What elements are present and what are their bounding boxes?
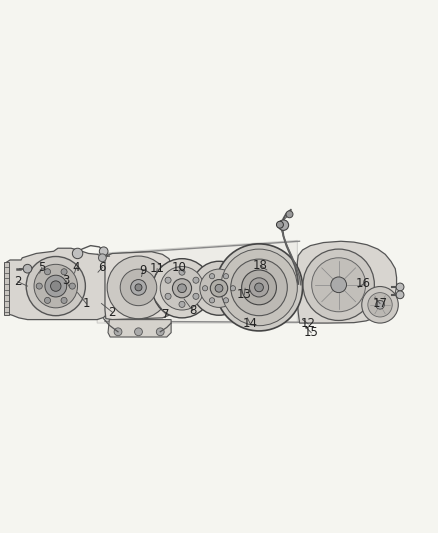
Circle shape (209, 273, 215, 279)
Circle shape (362, 287, 398, 323)
Text: 14: 14 (243, 318, 258, 330)
Text: 2: 2 (14, 275, 21, 288)
Circle shape (223, 298, 229, 303)
Circle shape (209, 298, 215, 303)
Circle shape (230, 286, 236, 291)
Polygon shape (4, 262, 9, 315)
Polygon shape (97, 240, 297, 323)
Circle shape (45, 269, 50, 275)
Text: 13: 13 (237, 288, 252, 301)
Circle shape (61, 297, 67, 303)
Polygon shape (105, 252, 171, 320)
Text: 7: 7 (162, 308, 170, 321)
Text: 8: 8 (189, 304, 197, 317)
Circle shape (215, 244, 303, 331)
Circle shape (202, 286, 208, 291)
Text: 10: 10 (172, 261, 187, 274)
Circle shape (99, 254, 106, 262)
Text: 12: 12 (301, 318, 316, 330)
Polygon shape (297, 241, 396, 323)
Circle shape (396, 283, 404, 291)
Circle shape (376, 301, 385, 309)
Text: 15: 15 (304, 326, 319, 339)
Circle shape (368, 293, 392, 317)
Circle shape (276, 221, 283, 228)
Circle shape (69, 283, 75, 289)
Circle shape (312, 258, 366, 312)
Circle shape (173, 279, 191, 298)
Circle shape (165, 293, 171, 300)
Text: 5: 5 (38, 261, 46, 274)
Circle shape (250, 278, 268, 297)
Circle shape (179, 301, 185, 308)
Circle shape (242, 270, 276, 305)
Text: 9: 9 (139, 264, 147, 277)
Circle shape (210, 279, 228, 297)
Circle shape (50, 281, 61, 292)
Circle shape (200, 269, 238, 308)
Circle shape (131, 279, 146, 295)
Circle shape (134, 328, 142, 336)
Circle shape (215, 284, 223, 292)
Circle shape (45, 275, 67, 297)
Text: 6: 6 (99, 261, 106, 274)
Circle shape (107, 256, 170, 319)
Circle shape (34, 264, 78, 308)
Circle shape (396, 291, 404, 298)
Text: 17: 17 (373, 297, 388, 310)
Circle shape (156, 328, 164, 336)
Circle shape (303, 249, 374, 320)
Text: 16: 16 (356, 277, 371, 290)
Circle shape (193, 293, 199, 300)
Circle shape (178, 284, 186, 293)
Circle shape (331, 277, 346, 293)
Circle shape (231, 259, 287, 316)
Circle shape (193, 277, 199, 283)
Text: 2: 2 (109, 306, 116, 319)
Circle shape (165, 277, 171, 283)
Circle shape (36, 283, 42, 289)
Circle shape (254, 283, 263, 292)
Circle shape (114, 328, 122, 336)
Circle shape (278, 220, 289, 230)
Polygon shape (108, 320, 171, 337)
Circle shape (26, 256, 85, 316)
Text: 1: 1 (82, 297, 90, 310)
Circle shape (23, 264, 32, 273)
Circle shape (179, 269, 185, 275)
Circle shape (99, 247, 108, 256)
Text: 11: 11 (150, 262, 165, 275)
Circle shape (135, 284, 142, 291)
Text: 3: 3 (62, 274, 70, 287)
Circle shape (223, 273, 229, 279)
Circle shape (61, 269, 67, 275)
Circle shape (72, 248, 83, 259)
Circle shape (152, 259, 212, 318)
Circle shape (192, 261, 246, 315)
Circle shape (45, 297, 50, 303)
Circle shape (286, 211, 293, 218)
Circle shape (221, 249, 297, 326)
Circle shape (120, 269, 157, 305)
Circle shape (160, 266, 204, 310)
Polygon shape (6, 248, 107, 320)
Text: 18: 18 (253, 259, 268, 272)
Text: 4: 4 (73, 261, 80, 274)
